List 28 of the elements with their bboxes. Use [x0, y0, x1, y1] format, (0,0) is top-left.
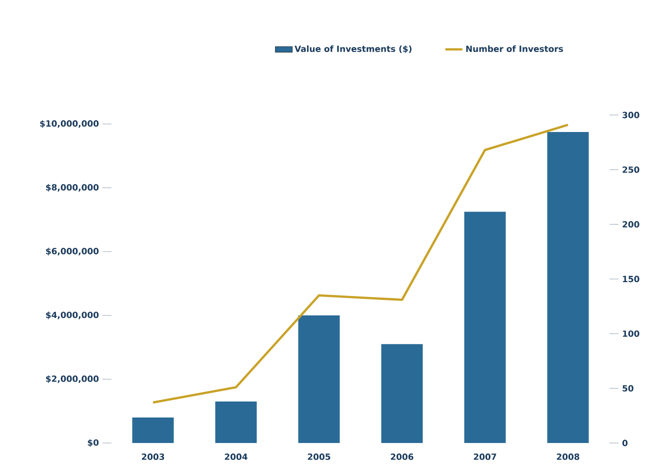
bar: [298, 315, 340, 443]
legend-label: Value of Investments ($): [294, 45, 412, 54]
y-tick-label: $10,000,000: [40, 120, 99, 128]
legend-label: Number of Investors: [466, 45, 563, 52]
y2-tick-label: 250: [622, 166, 640, 173]
x-tick-label: 2008: [556, 454, 580, 460]
line-series: [152, 124, 570, 404]
y2-tick-label: 150: [622, 276, 640, 282]
x-tick-label: 2004: [224, 454, 248, 460]
bar: [464, 212, 506, 443]
x-tick-label: 2003: [142, 454, 164, 460]
y-tick-label: $4,000,000: [46, 312, 99, 320]
y-tick-label: $2,000,000: [46, 375, 99, 384]
y2-tick-label: 0: [622, 440, 628, 446]
x-tick-label: 2006: [390, 454, 414, 460]
bar: [547, 132, 589, 443]
y-tick-label: $0: [88, 439, 99, 447]
bar: [215, 402, 257, 443]
y2-tick-label: 300: [622, 112, 640, 118]
y2-tick-label: 200: [622, 221, 640, 228]
y-tick-label: $6,000,000: [46, 248, 99, 256]
y2-tick-label: 100: [622, 330, 640, 337]
y-tick-label: $8,000,000: [46, 184, 99, 192]
x-tick-label: 2005: [308, 454, 330, 460]
x-tick-label: 2007: [474, 454, 496, 460]
bar: [381, 344, 423, 443]
y2-tick-label: 50: [622, 385, 634, 392]
bar: [132, 417, 174, 443]
